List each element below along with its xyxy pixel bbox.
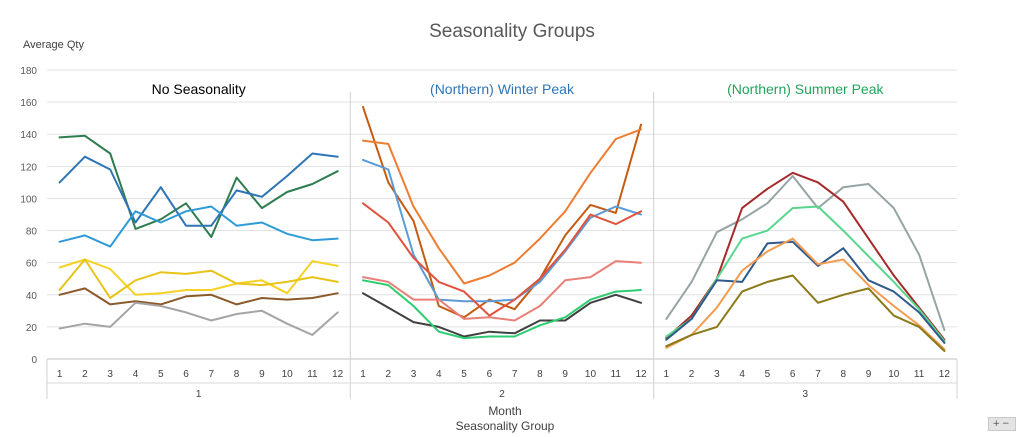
x-tick-label: 2 [82, 369, 88, 380]
y-tick-label: 0 [31, 355, 37, 366]
y-tick-label: 160 [20, 98, 37, 109]
series-line [58, 287, 339, 306]
x-tick-label: 7 [815, 369, 821, 380]
x-tick-label: 9 [562, 369, 568, 380]
y-tick-label: 80 [26, 227, 38, 238]
x-tick-label: 7 [209, 369, 215, 380]
y-tick-label: 140 [20, 130, 37, 141]
y-tick-label: 20 [26, 323, 38, 334]
x-tick-label: 2 [385, 369, 391, 380]
series-line [362, 260, 642, 322]
chart-title: Seasonality Groups [429, 21, 595, 42]
x-tick-label: 12 [635, 369, 647, 380]
x-tick-label: 4 [436, 369, 442, 380]
x-tick-label: 10 [282, 369, 294, 380]
y-tick-label: 60 [26, 259, 38, 270]
series-line [58, 205, 339, 248]
x-tick-label: 4 [739, 369, 745, 380]
x-tick-label: 3 [714, 369, 720, 380]
panel-title: (Northern) Winter Peak [430, 81, 575, 97]
panel-title: (Northern) Summer Peak [727, 81, 884, 97]
series-line [58, 134, 339, 238]
series-line [665, 171, 946, 341]
x-tick-label: 11 [914, 369, 925, 380]
gridlines [47, 69, 957, 360]
y-tick-label: 40 [26, 291, 38, 302]
series-line [665, 274, 946, 352]
x-tick-label: 2 [689, 369, 695, 380]
panel-title: No Seasonality [152, 81, 246, 97]
x-tick-label: 11 [307, 369, 318, 380]
series-line [665, 237, 946, 351]
x-tick-label: 10 [585, 369, 597, 380]
x-tick-label: 8 [840, 369, 846, 380]
x-tick-label: 6 [790, 369, 796, 380]
zoom-control[interactable]: +− [988, 417, 1016, 431]
group-label: 2 [499, 389, 505, 400]
x-tick-label: 6 [487, 369, 493, 380]
y-tick-label: 120 [20, 162, 37, 173]
series-line [362, 202, 642, 317]
x-axis-label: Month [488, 404, 521, 418]
series-lines [58, 105, 946, 352]
x-tick-label: 9 [259, 369, 265, 380]
series-line [362, 292, 642, 338]
x-tick-label: 4 [133, 369, 139, 380]
x-tick-label: 8 [234, 369, 240, 380]
series-line [362, 105, 642, 319]
group-label: 1 [196, 389, 202, 400]
x-tick-label: 1 [57, 369, 63, 380]
y-tick-label: 180 [20, 66, 37, 77]
x-tick-label: 9 [866, 369, 872, 380]
x-tick-label: 8 [537, 369, 543, 380]
series-line [665, 175, 946, 332]
y-axis-label: Average Qty [23, 39, 84, 51]
series-line [665, 205, 946, 343]
x-tick-label: 1 [664, 369, 670, 380]
x-tick-label: 3 [411, 369, 417, 380]
series-line [362, 128, 642, 285]
y-tick-label: 100 [20, 194, 37, 205]
x-tick-label: 5 [158, 369, 164, 380]
panel-titles: No Seasonality (Northern) Winter Peak (Nor… [152, 81, 885, 97]
x-tick-label: 5 [461, 369, 467, 380]
y-axis-ticks: 0 20 40 60 80 100 120 140 160 180 [20, 66, 37, 366]
x-tick-label: 10 [888, 369, 900, 380]
series-line [58, 258, 339, 296]
x-tick-label: 12 [332, 369, 344, 380]
series-line [58, 301, 339, 336]
x-tick-label: 7 [512, 369, 518, 380]
group-axis-label: Seasonality Group [456, 419, 555, 433]
series-line [58, 258, 339, 299]
x-tick-label: 5 [765, 369, 771, 380]
x-tick-label: 12 [939, 369, 951, 380]
x-tick-label: 3 [107, 369, 113, 380]
series-line [362, 279, 642, 340]
x-tick-label: 1 [360, 369, 366, 380]
series-line [58, 152, 339, 227]
group-label: 3 [803, 389, 809, 400]
series-line [665, 240, 946, 344]
x-tick-label: 11 [611, 369, 622, 380]
x-tick-label: 6 [183, 369, 189, 380]
